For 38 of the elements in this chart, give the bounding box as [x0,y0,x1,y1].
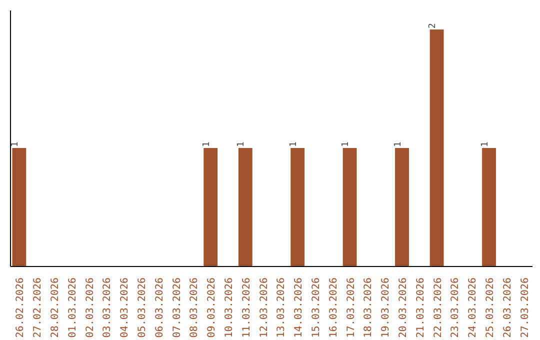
x-tick-label: 18.03.2026 [363,277,374,338]
data-label: 1 [288,142,299,147]
x-tick-label: 02.03.2026 [84,277,96,338]
x-tick-label: 16.03.2026 [328,277,340,338]
x-tick-label: 10.03.2026 [224,277,235,338]
x-tick-label: 17.03.2026 [346,277,357,338]
x-tick-label: 27.02.2026 [32,277,44,338]
x-tick-label: 13.03.2026 [276,277,288,338]
x-tick-label: 01.03.2026 [67,277,78,338]
x-tick-label: 28.02.2026 [50,277,61,338]
x-tick-label: 11.03.2026 [241,277,252,338]
x-tick-label: 04.03.2026 [120,277,131,338]
x-tick-label: 07.03.2026 [172,277,183,338]
x-tick-label: 22.03.2026 [432,277,444,338]
x-tick-label: 19.03.2026 [380,277,392,338]
x-tick-label: 26.02.2026 [15,277,26,338]
x-tick-label: 21.03.2026 [415,277,426,338]
x-tick-label: 12.03.2026 [258,277,270,338]
x-tick-label: 09.03.2026 [206,277,218,338]
x-tick-label: 03.03.2026 [102,277,114,338]
x-tick-label: 23.03.2026 [450,277,462,338]
x-tick-label: 24.03.2026 [468,277,479,338]
x-tick-label: 05.03.2026 [137,277,148,338]
data-label: 1 [341,142,352,147]
data-label: 1 [393,142,404,147]
x-tick-label: 20.03.2026 [398,277,409,338]
x-tick-label: 14.03.2026 [294,277,305,338]
x-tick-label: 06.03.2026 [154,277,166,338]
data-label: 1 [236,142,247,147]
x-tick-label: 08.03.2026 [189,277,200,338]
x-tick-label: 26.03.2026 [502,277,514,338]
x-tick-label: 25.03.2026 [485,277,496,338]
x-tick-label: 15.03.2026 [311,277,322,338]
data-label: 1 [480,142,490,147]
data-label: 1 [10,142,20,147]
data-label: 2 [428,23,438,28]
data-label: 1 [202,142,212,147]
x-tick-label: 27.03.2026 [520,277,531,338]
